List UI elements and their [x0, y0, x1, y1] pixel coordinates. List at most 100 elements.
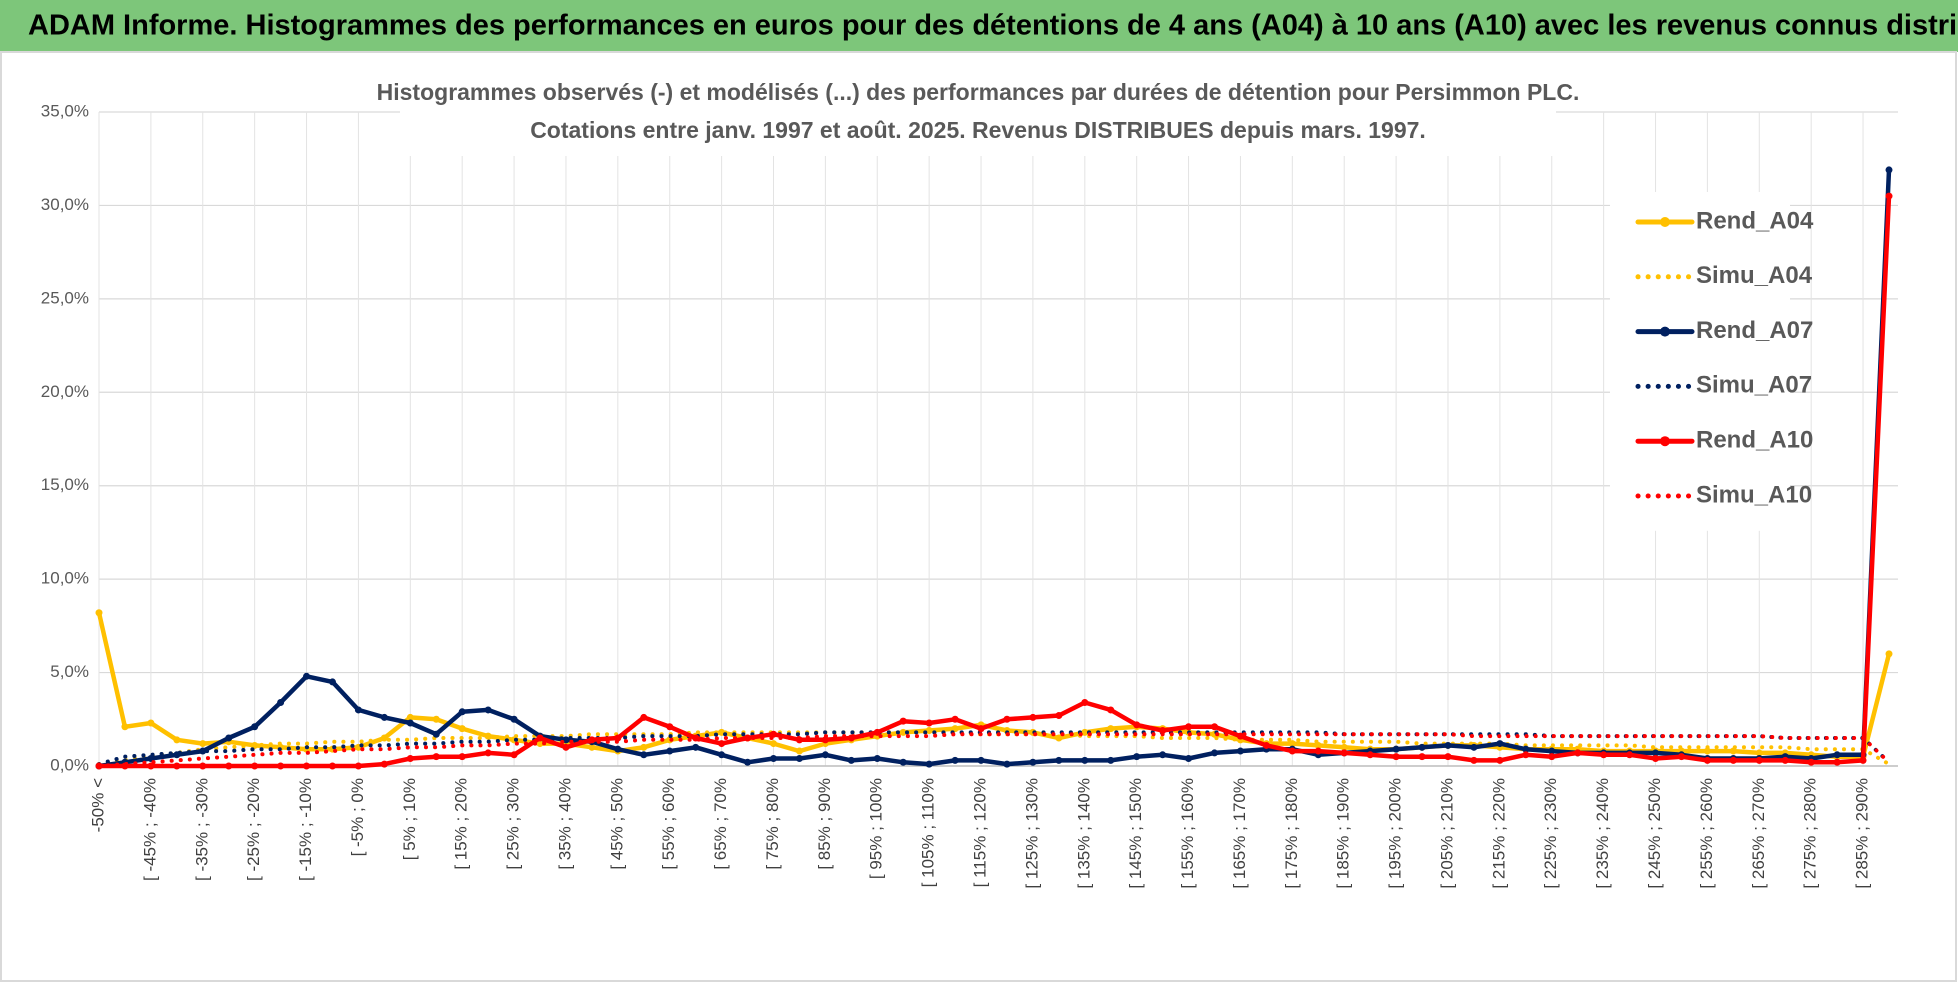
chart-subtitle: Cotations entre janv. 1997 et août. 2025…: [530, 117, 1426, 143]
point-marker: [873, 728, 881, 736]
point-marker: [1236, 732, 1244, 740]
point-marker: [1133, 721, 1141, 729]
point-marker: [458, 725, 466, 733]
series-line: [96, 193, 1892, 769]
x-tick-label: [ 285% ; 290%: [1853, 778, 1872, 889]
point-marker: [1652, 749, 1660, 757]
point-marker: [1626, 751, 1634, 759]
legend-label: Rend_A07: [1696, 317, 1813, 344]
point-marker: [899, 717, 907, 725]
point-marker: [1340, 749, 1348, 757]
point-marker: [380, 713, 388, 721]
point-marker: [147, 719, 155, 727]
point-marker: [1574, 749, 1582, 757]
x-tick-label: [ 275% ; 280%: [1801, 778, 1820, 889]
point-marker: [1288, 747, 1296, 755]
point-marker: [95, 609, 103, 617]
point-marker: [1185, 723, 1193, 731]
x-tick-label: [ 15% ; 20%: [452, 778, 471, 870]
point-marker: [199, 747, 207, 755]
point-marker: [614, 734, 622, 742]
point-marker: [640, 713, 648, 721]
point-marker: [1366, 751, 1374, 759]
point-marker: [718, 751, 726, 759]
point-marker: [847, 756, 855, 764]
point-marker: [328, 762, 336, 770]
point-marker: [406, 713, 414, 721]
point-marker: [1652, 755, 1660, 763]
chart-title: Histogrammes observés (-) et modélisés (…: [377, 79, 1580, 105]
grid: 0,0% 5,0% 10,0% 15,0% 20,0% 25,0% 30,0% 35,0% -5…: [41, 101, 1898, 889]
point-marker: [1055, 756, 1063, 764]
point-marker: [1081, 698, 1089, 706]
legend-bg: [1610, 192, 1790, 531]
point-marker: [640, 751, 648, 759]
point-marker: [1262, 741, 1270, 749]
x-tick-label: [ 45% ; 50%: [607, 778, 626, 870]
point-marker: [1159, 726, 1167, 734]
x-tick-label: [ 5% ; 10%: [400, 778, 419, 860]
point-marker: [251, 762, 259, 770]
x-tick-label: [ 85% ; 90%: [815, 778, 834, 870]
point-marker: [1029, 758, 1037, 766]
point-marker: [1833, 751, 1841, 759]
point-marker: [1418, 743, 1426, 751]
x-tick-label: [ 255% ; 260%: [1697, 778, 1716, 889]
point-marker: [588, 743, 596, 751]
point-marker: [1314, 741, 1322, 749]
point-marker: [795, 755, 803, 763]
y-tick-label: 35,0%: [41, 101, 89, 120]
x-tick-label: [ 225% ; 230%: [1541, 778, 1560, 889]
legend: Rend_A04 Simu_A04 Rend_A07 Simu_A07 Rend_A10…: [1610, 192, 1814, 531]
point-marker: [744, 758, 752, 766]
point-marker: [899, 728, 907, 736]
point-marker: [795, 747, 803, 755]
point-marker: [873, 755, 881, 763]
point-marker: [536, 734, 544, 742]
y-tick-label: 5,0%: [50, 662, 89, 681]
point-marker: [1340, 743, 1348, 751]
point-marker: [925, 719, 933, 727]
x-tick-label: [ 105% ; 110%: [919, 778, 938, 887]
point-marker: [1418, 753, 1426, 761]
point-marker: [1600, 751, 1608, 759]
point-marker: [718, 740, 726, 748]
point-marker: [328, 678, 336, 686]
y-tick-label: 25,0%: [41, 288, 89, 307]
x-tick-label: [ 65% ; 70%: [711, 778, 730, 870]
point-marker: [121, 723, 129, 731]
point-marker: [1107, 725, 1115, 733]
x-tick-label: [ 55% ; 60%: [659, 778, 678, 870]
point-marker: [769, 755, 777, 763]
legend-marker: [1660, 217, 1670, 227]
legend-marker: [1660, 436, 1670, 447]
point-marker: [1703, 756, 1711, 764]
x-tick-label: [ 165% ; 170%: [1230, 778, 1249, 889]
x-tick-label: [ -45% ; -40%: [140, 778, 159, 881]
x-tick-label: [ 25% ; 30%: [504, 778, 523, 870]
point-marker: [406, 755, 414, 763]
point-marker: [769, 730, 777, 738]
point-marker: [1729, 747, 1737, 755]
point-marker: [458, 753, 466, 761]
point-marker: [1211, 749, 1219, 757]
point-marker: [277, 762, 285, 770]
x-tick-label: [ 265% ; 270%: [1749, 778, 1768, 889]
point-marker: [1755, 749, 1763, 757]
x-tick-label: [ 185% ; 190%: [1334, 778, 1353, 889]
point-marker: [484, 749, 492, 757]
x-tick-label: [ 35% ; 40%: [555, 778, 574, 870]
x-tick-label: [ 175% ; 180%: [1282, 778, 1301, 889]
point-marker: [406, 719, 414, 727]
point-marker: [458, 708, 466, 716]
x-tick-label: [ 125% ; 130%: [1022, 778, 1041, 889]
x-tick-label: [ -5% ; 0%: [348, 778, 367, 856]
point-marker: [1470, 743, 1478, 751]
point-marker: [536, 740, 544, 748]
point-marker: [354, 706, 362, 714]
point-marker: [199, 762, 207, 770]
point-marker: [925, 760, 933, 768]
point-marker: [303, 672, 311, 680]
point-marker: [1470, 756, 1478, 764]
